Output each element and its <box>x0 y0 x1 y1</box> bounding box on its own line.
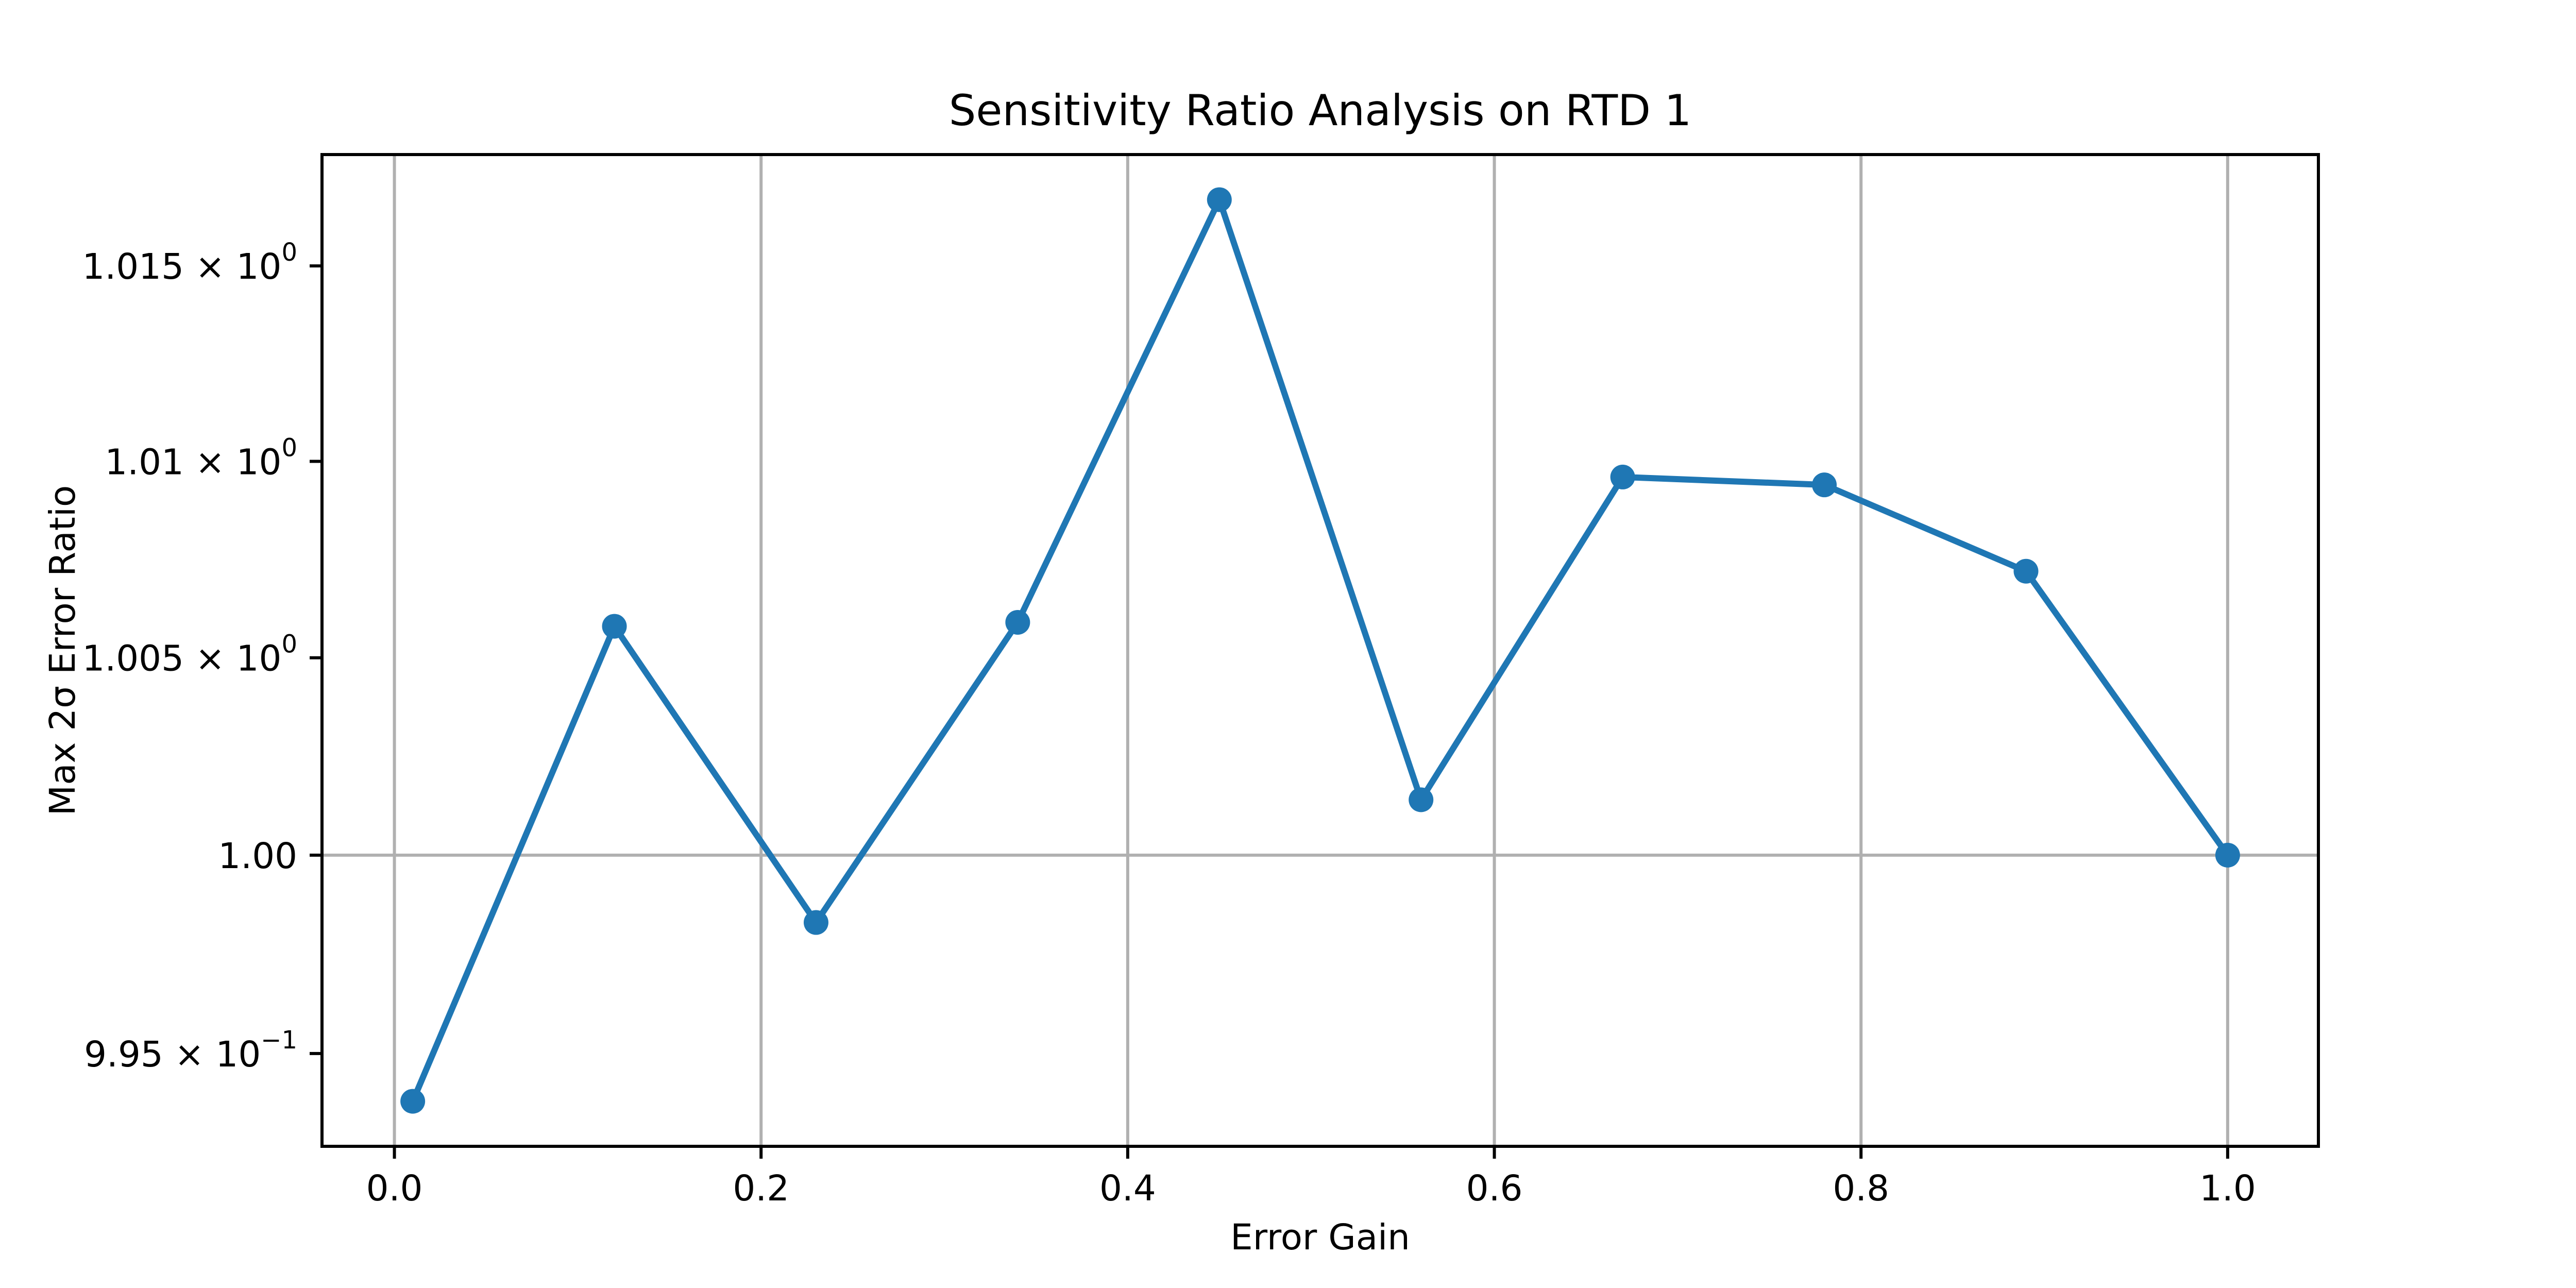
data-point-marker <box>2215 842 2240 868</box>
chart-title: Sensitivity Ratio Analysis on RTD 1 <box>949 86 1692 135</box>
y-tick-label-layer: 1.015 × 100 1.01 × 100 1.005 × 100 1.00 9.95… <box>82 238 297 1075</box>
axes-frame <box>320 153 2320 1148</box>
grid-layer <box>322 155 2318 1146</box>
y-tick-label: 1.01 × 100 <box>105 433 297 483</box>
x-tick-label: 0.4 <box>1099 1168 1156 1209</box>
data-point-marker <box>1812 472 1837 498</box>
data-point-marker <box>1005 609 1030 635</box>
x-tick-label: 0.2 <box>733 1168 789 1209</box>
x-tick-label: 0.6 <box>1466 1168 1523 1209</box>
y-axis-label: Max 2σ Error Ratio <box>42 485 83 816</box>
data-point-marker <box>2013 558 2039 584</box>
y-tick-label: 1.00 <box>218 836 297 877</box>
tick-mark-layer <box>310 264 2229 1159</box>
data-point-marker <box>1207 187 1232 212</box>
x-tick-label: 0.0 <box>366 1168 423 1209</box>
series-layer <box>400 187 2240 1114</box>
data-point-marker <box>602 614 627 639</box>
y-tick-label: 9.95 × 10−1 <box>84 1026 297 1075</box>
series-line <box>410 196 2231 1105</box>
x-tick-label: 0.8 <box>1833 1168 1889 1209</box>
x-tick-label-layer: 0.0 0.2 0.4 0.6 0.8 1.0 <box>366 1168 2256 1209</box>
x-axis-label: Error Gain <box>1230 1217 1410 1258</box>
data-point-marker <box>1409 787 1434 812</box>
y-tick-label: 1.015 × 100 <box>82 238 297 287</box>
data-point-marker <box>400 1089 426 1114</box>
y-tick-label: 1.005 × 100 <box>82 630 297 680</box>
x-tick-label: 1.0 <box>2199 1168 2256 1209</box>
data-point-marker <box>1610 464 1635 489</box>
data-point-marker <box>803 910 828 935</box>
